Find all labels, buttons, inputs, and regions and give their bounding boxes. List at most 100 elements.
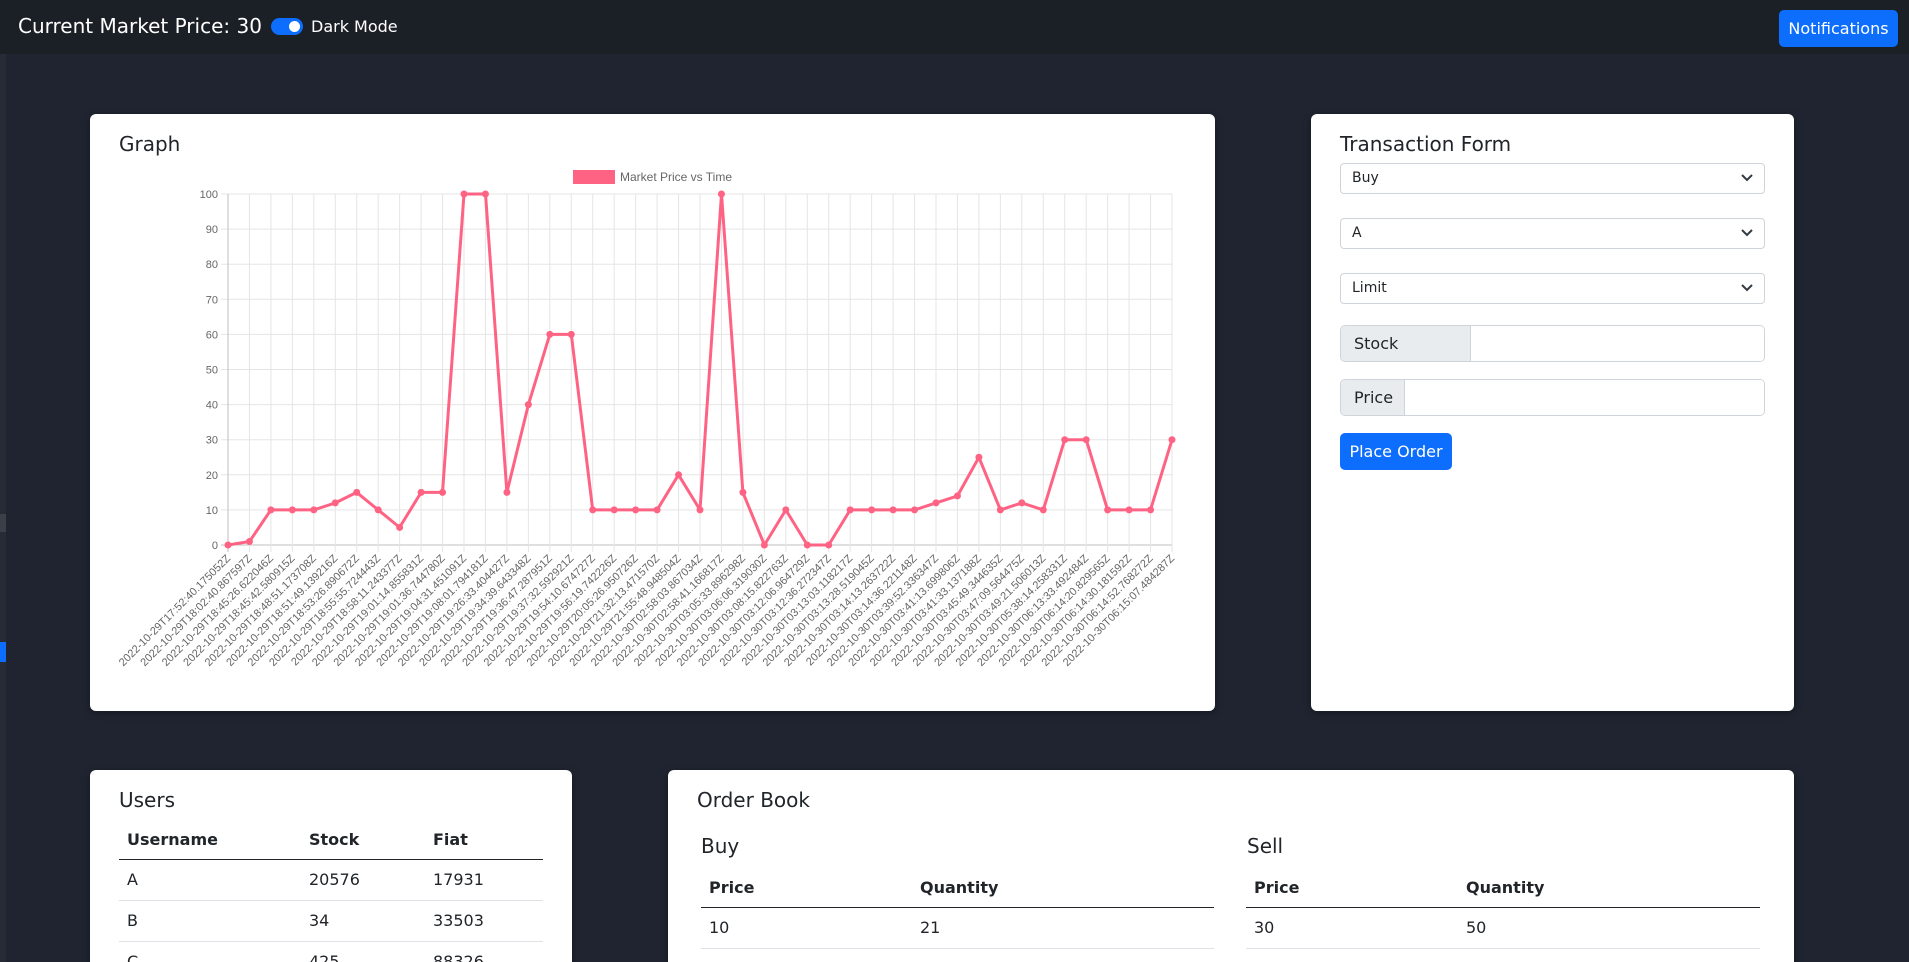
stock-amount-input[interactable]	[1471, 326, 1764, 361]
data-point	[374, 506, 382, 514]
data-point	[567, 330, 575, 338]
side-select[interactable]: Buy	[1340, 163, 1765, 194]
column-header-quantity: Quantity	[912, 868, 1214, 908]
data-point	[589, 506, 597, 514]
y-tick-label: 40	[206, 400, 218, 412]
y-tick-label: 90	[206, 224, 218, 236]
data-point	[932, 499, 940, 507]
column-header-fiat: Fiat	[425, 820, 543, 860]
current-market-price: Current Market Price: 30	[18, 14, 262, 38]
data-point	[653, 506, 661, 514]
data-point	[782, 506, 790, 514]
user-select[interactable]: A	[1340, 218, 1765, 249]
order-type-select[interactable]: Limit	[1340, 273, 1765, 304]
chevron-down-icon	[1741, 229, 1753, 237]
users-card: Users Username Stock Fiat A 20576 17931 …	[90, 770, 572, 962]
legend-swatch	[573, 170, 615, 184]
user-select-value: A	[1352, 225, 1362, 241]
order-book-card: Order Book Buy Price Quantity 10 21 Sell…	[668, 770, 1794, 962]
data-point	[975, 453, 983, 461]
data-point	[760, 541, 768, 549]
market-price-chart: 01020304050607080901002022-10-29T17:52:4…	[117, 170, 1177, 669]
data-point	[310, 506, 318, 514]
chevron-down-icon	[1741, 284, 1753, 292]
data-point	[439, 488, 447, 496]
sell-section-title: Sell	[1247, 834, 1284, 858]
data-point	[396, 523, 404, 531]
data-point	[632, 506, 640, 514]
buy-price-cell: 10	[701, 907, 912, 949]
data-point	[331, 499, 339, 507]
y-tick-label: 30	[206, 435, 218, 447]
fiat-cell: 33503	[425, 900, 543, 942]
data-point	[1147, 506, 1155, 514]
legend-label: Market Price vs Time	[620, 170, 732, 184]
users-title: Users	[119, 788, 176, 812]
data-point	[846, 506, 854, 514]
table-row: 30 50	[1246, 907, 1760, 949]
data-point	[224, 541, 232, 549]
data-point	[524, 401, 532, 409]
toggle-knob	[289, 21, 300, 32]
price-input[interactable]	[1405, 380, 1764, 415]
username-cell: B	[119, 900, 301, 942]
data-point	[696, 506, 704, 514]
data-point	[460, 190, 468, 198]
fiat-cell: 88326	[425, 941, 543, 962]
sell-orders-table: Price Quantity 30 50	[1246, 868, 1760, 949]
users-table: Username Stock Fiat A 20576 17931 B 34 3…	[119, 820, 543, 962]
y-tick-label: 50	[206, 365, 218, 377]
data-point	[739, 488, 747, 496]
price-label: Price	[1341, 380, 1405, 415]
order-type-select-value: Limit	[1352, 280, 1387, 296]
stock-amount-label: Stock Amount	[1341, 326, 1471, 361]
data-point	[953, 492, 961, 500]
data-point	[353, 488, 361, 496]
place-order-button[interactable]: Place Order	[1340, 433, 1452, 470]
data-point	[675, 471, 683, 479]
column-header-price: Price	[1246, 868, 1458, 908]
buy-header-row: Price Quantity	[701, 868, 1214, 908]
data-point	[288, 506, 296, 514]
column-header-quantity: Quantity	[1458, 868, 1760, 908]
stock-amount-group: Stock Amount	[1340, 325, 1765, 362]
notifications-button[interactable]: Notifications	[1779, 10, 1898, 47]
column-header-username: Username	[119, 820, 301, 860]
order-book-title: Order Book	[697, 788, 810, 812]
table-row: B 34 33503	[119, 900, 543, 942]
username-cell: A	[119, 859, 301, 901]
data-point	[1082, 436, 1090, 444]
y-tick-label: 0	[212, 540, 218, 552]
side-select-value: Buy	[1352, 170, 1379, 186]
dark-mode-toggle[interactable]	[271, 18, 303, 35]
data-point	[610, 506, 618, 514]
table-row: A 20576 17931	[119, 859, 543, 901]
y-tick-label: 100	[200, 189, 218, 201]
data-point	[481, 190, 489, 198]
sell-price-cell: 30	[1246, 907, 1458, 949]
left-edge-mark	[0, 514, 6, 532]
buy-orders-table: Price Quantity 10 21	[701, 868, 1214, 949]
left-edge-strip	[0, 54, 6, 962]
data-point	[1104, 506, 1112, 514]
y-tick-label: 60	[206, 329, 218, 341]
price-group: Price	[1340, 379, 1765, 416]
data-point	[717, 190, 725, 198]
username-cell: C	[119, 941, 301, 962]
dark-mode-label: Dark Mode	[311, 17, 398, 36]
data-point	[417, 488, 425, 496]
column-header-stock: Stock	[301, 820, 425, 860]
data-point	[1061, 436, 1069, 444]
sell-header-row: Price Quantity	[1246, 868, 1760, 908]
users-header-row: Username Stock Fiat	[119, 820, 543, 860]
graph-card: Graph 0 10 20 30 40 50 60 70 80 90 100 2022-10-29T1…	[90, 114, 1215, 711]
data-point	[996, 506, 1004, 514]
y-tick-label: 20	[206, 470, 218, 482]
data-point	[825, 541, 833, 549]
data-point	[868, 506, 876, 514]
stock-cell: 34	[301, 900, 425, 942]
top-navbar: Current Market Price: 30 Dark Mode Notif…	[0, 0, 1909, 54]
graph-title: Graph	[119, 132, 181, 156]
transaction-form-title: Transaction Form	[1340, 132, 1512, 156]
table-row: C 425 88326	[119, 941, 543, 962]
